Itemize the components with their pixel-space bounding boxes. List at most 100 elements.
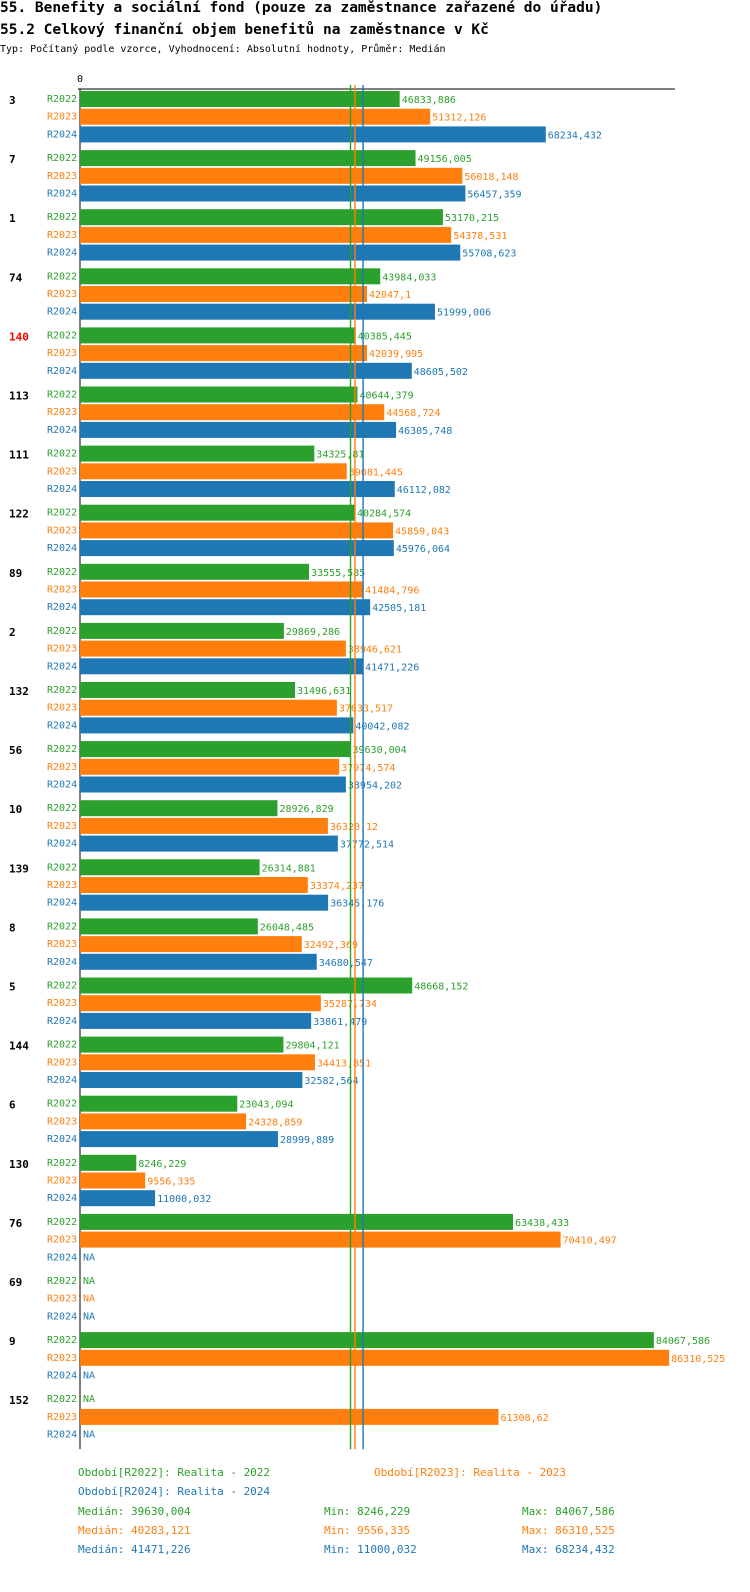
chart-subtitle: 55.2 Celkový finanční objem benefitů na …: [0, 22, 489, 38]
series-label: R2023: [47, 407, 77, 418]
bar: [80, 622, 284, 639]
bar: [80, 581, 364, 598]
group-label: 6: [9, 1099, 16, 1112]
value-label: 61308,62: [500, 1413, 548, 1424]
series-label: R2023: [47, 171, 77, 182]
value-label: 42505,181: [372, 603, 426, 614]
series-label: R2022: [47, 626, 77, 637]
bar: [80, 800, 278, 817]
value-label: 33374,237: [310, 881, 364, 892]
value-label: 48668,152: [414, 982, 468, 993]
bar: [80, 817, 328, 834]
series-label: R2024: [47, 1134, 77, 1145]
group-label: 7: [9, 153, 16, 166]
bar: [80, 1113, 247, 1130]
value-label: 46112,082: [397, 485, 451, 496]
series-label: R2023: [47, 998, 77, 1009]
value-label: 39081,445: [349, 467, 403, 478]
group-label: 8: [9, 921, 16, 934]
series-label: R2022: [47, 1276, 77, 1287]
value-label: 68234,432: [548, 130, 602, 141]
series-label: R2024: [47, 661, 77, 672]
series-label: R2024: [47, 1430, 77, 1441]
value-label: 33555,585: [311, 568, 365, 579]
value-label: 24328,859: [248, 1117, 302, 1128]
value-label: 46305,748: [398, 426, 452, 437]
series-label: R2023: [47, 1294, 77, 1305]
series-label: R2022: [47, 685, 77, 696]
bar: [80, 599, 371, 616]
series-label: R2024: [47, 957, 77, 968]
bar: [80, 226, 452, 243]
series-label: R2022: [47, 803, 77, 814]
bar: [80, 463, 347, 480]
bar: [80, 404, 385, 421]
bar: [80, 894, 329, 911]
min-r2023: Min: 9556,335: [324, 1524, 411, 1537]
na-label: NA: [83, 1371, 95, 1382]
value-label: 9556,335: [147, 1177, 195, 1188]
group-label: 56: [9, 744, 23, 757]
value-label: 44568,724: [386, 408, 440, 419]
bar: [80, 977, 413, 994]
value-label: 38954,202: [348, 781, 402, 792]
max-r2022: Max: 84067,586: [522, 1505, 615, 1518]
bar: [80, 286, 368, 302]
value-label: 28999,889: [280, 1135, 334, 1146]
series-label: R2023: [47, 1116, 77, 1127]
bar: [80, 563, 310, 580]
series-label: R2022: [47, 1394, 77, 1405]
chart-title: 55. Benefity a sociální fond (pouze za z…: [0, 0, 603, 16]
value-label: 45859,043: [395, 526, 449, 537]
series-label: R2023: [47, 644, 77, 655]
median-r2024: Medián: 41471,226: [78, 1543, 191, 1556]
value-label: 51999,006: [437, 308, 491, 319]
bar: [80, 1131, 278, 1148]
value-label: 41484,796: [365, 586, 419, 597]
bar: [80, 1036, 284, 1053]
bar: [80, 1012, 312, 1029]
value-label: 39630,004: [353, 745, 407, 756]
bar: [80, 699, 337, 716]
series-label: R2022: [47, 330, 77, 341]
series-label: R2023: [47, 762, 77, 773]
value-label: 51312,126: [432, 113, 486, 124]
series-label: R2023: [47, 230, 77, 241]
series-label: R2024: [47, 189, 77, 200]
bar: [80, 481, 395, 497]
series-label: R2022: [47, 921, 77, 932]
group-label: 74: [9, 271, 23, 284]
bar: [80, 859, 260, 876]
bar: [80, 209, 443, 226]
value-label: 32582,564: [304, 1076, 358, 1087]
series-label: R2022: [47, 153, 77, 164]
axis-zero-label: 0: [77, 74, 83, 85]
value-label: 63438,433: [515, 1218, 569, 1229]
min-r2024: Min: 11000,032: [324, 1543, 417, 1556]
bar: [80, 362, 412, 379]
bar: [80, 682, 295, 698]
group-label: 1: [9, 212, 16, 225]
series-label: R2023: [47, 1412, 77, 1423]
value-label: 36345,176: [330, 899, 384, 910]
na-label: NA: [83, 1276, 95, 1287]
bar: [80, 1072, 303, 1088]
value-label: 33861,479: [313, 1017, 367, 1028]
value-label: 45976,064: [396, 544, 450, 555]
bar: [80, 167, 463, 184]
na-label: NA: [83, 1394, 95, 1405]
value-label: 70410,497: [563, 1236, 617, 1247]
series-label: R2023: [47, 466, 77, 477]
series-label: R2023: [47, 525, 77, 536]
value-label: 48605,502: [414, 367, 468, 378]
series-label: R2022: [47, 508, 77, 519]
bar: [80, 1408, 499, 1425]
series-label: R2024: [47, 1193, 77, 1204]
series-label: R2022: [47, 744, 77, 755]
group-label: 111: [9, 449, 29, 462]
min-r2022: Min: 8246,229: [324, 1505, 411, 1518]
bar: [80, 776, 346, 793]
bar: [80, 386, 358, 403]
group-label: 140: [9, 330, 29, 343]
bar: [80, 522, 394, 539]
